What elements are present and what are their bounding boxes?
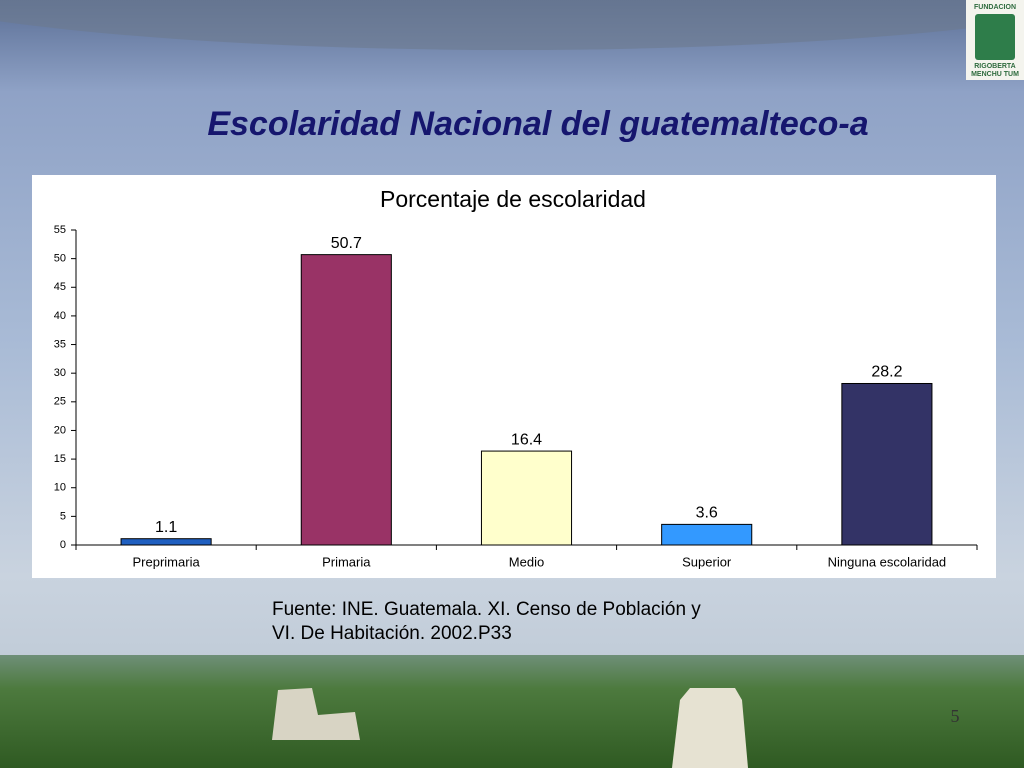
slide-title: Escolaridad Nacional del guatemalteco-a [207, 105, 868, 143]
temple [672, 688, 748, 768]
y-tick-label: 5 [60, 510, 66, 522]
y-tick-label: 15 [54, 453, 66, 465]
bar [120, 538, 212, 546]
chart-title: Porcentaje de escolaridad [380, 186, 646, 212]
forest [0, 655, 1024, 768]
bar [480, 450, 573, 546]
bar [661, 523, 753, 546]
y-tick-label: 20 [54, 424, 66, 436]
y-tick-label: 50 [54, 253, 66, 265]
y-tick-label: 10 [54, 482, 66, 494]
source-text: VI. De Habitación. 2002.P33 [272, 623, 512, 644]
logo-text: FUNDACION [974, 4, 1016, 11]
temple [272, 688, 360, 740]
y-tick-label: 30 [54, 367, 66, 379]
bar [841, 382, 933, 546]
y-tick-label: 45 [54, 281, 66, 293]
y-tick-label: 40 [54, 310, 66, 322]
x-tick-label: Preprimaria [133, 554, 201, 569]
data-label: 28.2 [871, 364, 902, 381]
earth-horizon [0, 0, 1024, 50]
data-label: 3.6 [696, 505, 718, 522]
x-tick-label: Medio [509, 554, 544, 569]
x-tick-label: Primaria [322, 554, 371, 569]
x-tick-label: Ninguna escolaridad [828, 554, 947, 569]
source-text: Fuente: INE. Guatemala. XI. Censo de Pob… [272, 599, 701, 620]
logo-emblem [975, 14, 1015, 60]
y-tick-label: 55 [54, 224, 66, 236]
y-tick-label: 35 [54, 338, 66, 350]
x-tick-label: Superior [682, 554, 732, 569]
logo-text: MENCHU TUM [971, 71, 1019, 78]
data-label: 16.4 [511, 431, 542, 448]
data-label: 50.7 [331, 235, 362, 252]
logo-text: RIGOBERTA [974, 63, 1015, 70]
y-tick-label: 25 [54, 396, 66, 408]
data-label: 1.1 [155, 519, 177, 536]
page-number: 5 [951, 706, 960, 726]
y-tick-label: 0 [60, 539, 66, 551]
bar [300, 254, 392, 546]
